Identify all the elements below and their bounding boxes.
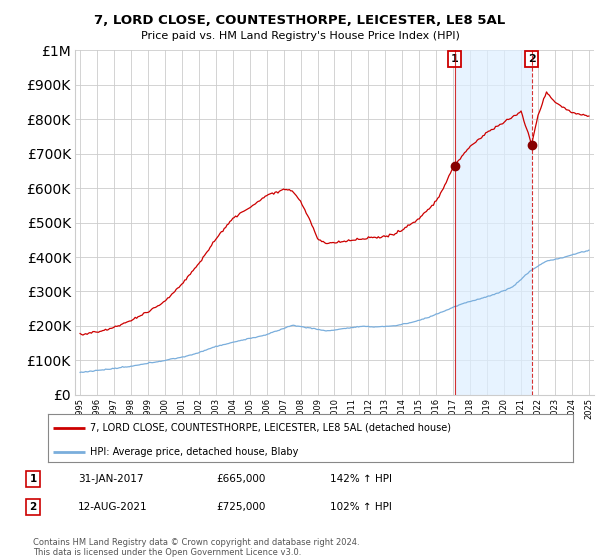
Bar <box>455 50 532 395</box>
Text: £665,000: £665,000 <box>216 474 265 484</box>
Text: Contains HM Land Registry data © Crown copyright and database right 2024.
This d: Contains HM Land Registry data © Crown c… <box>33 538 359 557</box>
Text: 1: 1 <box>29 474 37 484</box>
Text: 142% ↑ HPI: 142% ↑ HPI <box>330 474 392 484</box>
Text: 31-JAN-2017: 31-JAN-2017 <box>78 474 143 484</box>
Text: Price paid vs. HM Land Registry's House Price Index (HPI): Price paid vs. HM Land Registry's House … <box>140 31 460 41</box>
Text: 1: 1 <box>451 54 458 64</box>
Text: 2: 2 <box>29 502 37 512</box>
Text: 7, LORD CLOSE, COUNTESTHORPE, LEICESTER, LE8 5AL: 7, LORD CLOSE, COUNTESTHORPE, LEICESTER,… <box>94 14 506 27</box>
Text: 2: 2 <box>528 54 535 64</box>
Text: 12-AUG-2021: 12-AUG-2021 <box>78 502 148 512</box>
Text: HPI: Average price, detached house, Blaby: HPI: Average price, detached house, Blab… <box>90 446 298 456</box>
Text: £725,000: £725,000 <box>216 502 265 512</box>
Text: 7, LORD CLOSE, COUNTESTHORPE, LEICESTER, LE8 5AL (detached house): 7, LORD CLOSE, COUNTESTHORPE, LEICESTER,… <box>90 423 451 433</box>
Text: 102% ↑ HPI: 102% ↑ HPI <box>330 502 392 512</box>
